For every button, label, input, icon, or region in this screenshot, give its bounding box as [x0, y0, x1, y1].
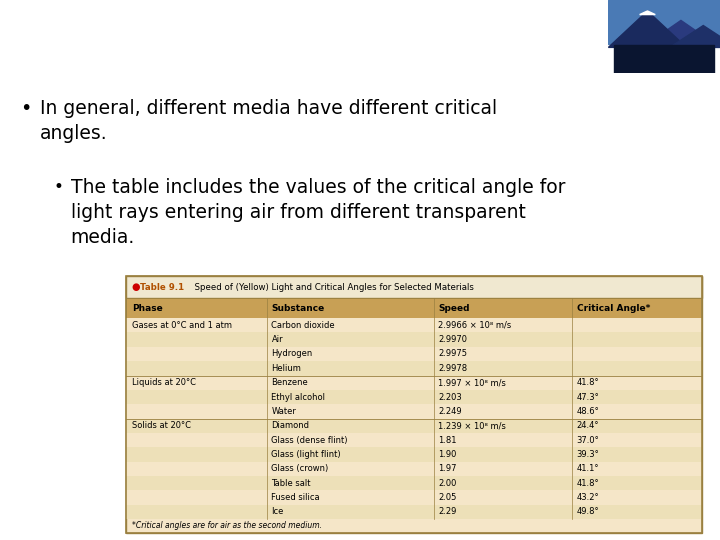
- Text: In general, different media have different critical
angles.: In general, different media have differe…: [40, 99, 497, 143]
- Bar: [126, 276, 702, 533]
- Text: Carbon dioxide: Carbon dioxide: [271, 321, 335, 330]
- Text: 41.1°: 41.1°: [577, 464, 599, 473]
- Text: •: •: [54, 178, 64, 196]
- Text: 2.9978: 2.9978: [438, 364, 467, 373]
- Text: 24.4°: 24.4°: [577, 421, 599, 430]
- Bar: [126, 318, 702, 333]
- Bar: [126, 361, 702, 375]
- Text: Table salt: Table salt: [271, 478, 311, 488]
- Text: Air: Air: [271, 335, 283, 344]
- Polygon shape: [639, 11, 655, 15]
- Text: 37.0°: 37.0°: [577, 436, 600, 444]
- Bar: [126, 298, 702, 318]
- Bar: [126, 462, 702, 476]
- Text: Gases at 0°C and 1 atm: Gases at 0°C and 1 atm: [132, 321, 232, 330]
- Text: 41.8°: 41.8°: [577, 378, 599, 387]
- Text: 43.2°: 43.2°: [577, 493, 599, 502]
- Text: Glass (crown): Glass (crown): [271, 464, 329, 473]
- Bar: [126, 333, 702, 347]
- Text: Solids at 20°C: Solids at 20°C: [132, 421, 191, 430]
- Text: Fused silica: Fused silica: [271, 493, 320, 502]
- Text: 2.203: 2.203: [438, 393, 462, 402]
- Text: 2.9975: 2.9975: [438, 349, 467, 359]
- Text: Table 9.1: Table 9.1: [140, 282, 184, 292]
- Bar: [126, 276, 702, 298]
- Text: Phase: Phase: [132, 303, 163, 313]
- Bar: [614, 45, 714, 73]
- Text: 1.97: 1.97: [438, 464, 457, 473]
- Text: Speed: Speed: [438, 303, 470, 313]
- Text: 2.29: 2.29: [438, 507, 457, 516]
- Text: 48.6°: 48.6°: [577, 407, 600, 416]
- Bar: [126, 476, 702, 490]
- Text: Ice: Ice: [271, 507, 284, 516]
- Text: Ethyl alcohol: Ethyl alcohol: [271, 393, 325, 402]
- Bar: [126, 490, 702, 505]
- Text: Diamond: Diamond: [271, 421, 310, 430]
- Bar: [126, 433, 702, 447]
- Text: 41.8°: 41.8°: [577, 478, 599, 488]
- Bar: [608, 0, 720, 44]
- Bar: [126, 347, 702, 361]
- Text: 2.05: 2.05: [438, 493, 457, 502]
- Bar: [126, 375, 702, 390]
- Text: 47.3°: 47.3°: [577, 393, 600, 402]
- Text: Critical Angle*: Critical Angle*: [577, 303, 650, 313]
- Polygon shape: [670, 25, 720, 48]
- Text: •: •: [20, 99, 32, 118]
- Text: 2.9970: 2.9970: [438, 335, 467, 344]
- Bar: [126, 390, 702, 404]
- Polygon shape: [608, 11, 687, 48]
- Bar: [126, 276, 702, 533]
- Text: Helium: Helium: [271, 364, 301, 373]
- Text: Speed of (Yellow) Light and Critical Angles for Selected Materials: Speed of (Yellow) Light and Critical Ang…: [189, 282, 474, 292]
- Bar: [126, 447, 702, 462]
- Bar: [126, 404, 702, 418]
- Bar: [126, 418, 702, 433]
- Text: Glass (dense flint): Glass (dense flint): [271, 436, 348, 444]
- Text: 2.9966 × 10⁸ m/s: 2.9966 × 10⁸ m/s: [438, 321, 512, 330]
- Text: 1.90: 1.90: [438, 450, 457, 459]
- Text: Substance: Substance: [271, 303, 325, 313]
- Text: The table includes the values of the critical angle for
light rays entering air : The table includes the values of the cri…: [71, 178, 565, 247]
- Text: *Critical angles are for air as the second medium.: *Critical angles are for air as the seco…: [132, 522, 322, 530]
- Text: 39.3°: 39.3°: [577, 450, 600, 459]
- Text: 2.00: 2.00: [438, 478, 457, 488]
- Text: 9.3 Total Internal Reflection: 9.3 Total Internal Reflection: [16, 26, 410, 50]
- Text: Hydrogen: Hydrogen: [271, 349, 312, 359]
- Text: 1.81: 1.81: [438, 436, 457, 444]
- Text: ●: ●: [131, 282, 140, 292]
- Text: Glass (light flint): Glass (light flint): [271, 450, 341, 459]
- Bar: [126, 505, 702, 519]
- Text: 1.997 × 10⁸ m/s: 1.997 × 10⁸ m/s: [438, 378, 506, 387]
- Text: 49.8°: 49.8°: [577, 507, 599, 516]
- Polygon shape: [642, 21, 720, 48]
- Text: 2.249: 2.249: [438, 407, 462, 416]
- Text: Water: Water: [271, 407, 297, 416]
- Text: 1.239 × 10⁸ m/s: 1.239 × 10⁸ m/s: [438, 421, 506, 430]
- Text: Liquids at 20°C: Liquids at 20°C: [132, 378, 196, 387]
- Text: Benzene: Benzene: [271, 378, 308, 387]
